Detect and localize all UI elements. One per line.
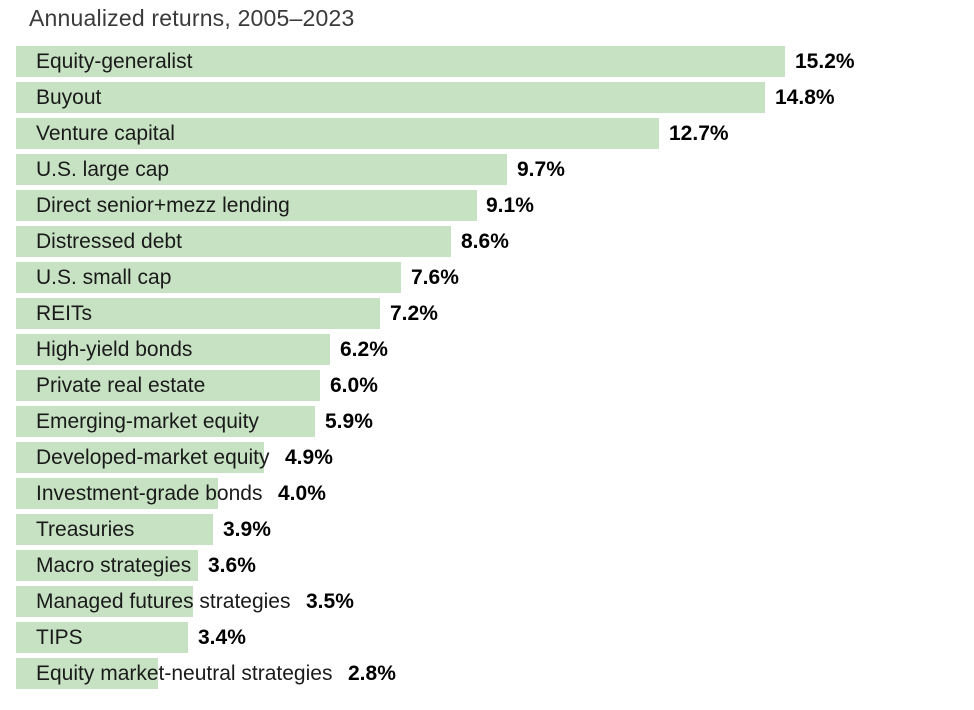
bar-row: TIPS 3.4% xyxy=(16,622,974,653)
bar-label: U.S. large cap xyxy=(36,157,170,181)
bar xyxy=(16,550,199,581)
bar xyxy=(16,622,188,653)
bar-value: 7.6% xyxy=(411,265,459,289)
bar xyxy=(16,370,320,401)
bar-value: 3.6% xyxy=(208,553,256,577)
bar-value: 7.2% xyxy=(390,301,438,325)
bar-chart: Equity-generalist 15.2% Buyout 14.8% Venture… xyxy=(16,46,974,689)
bar-label: Venture capital xyxy=(36,121,175,145)
bar-row: Private real estate 6.0% xyxy=(16,370,974,401)
bar-label: Emerging-market equity xyxy=(36,409,259,433)
bar xyxy=(16,118,659,149)
bar-row: Buyout 14.8% xyxy=(16,82,974,113)
bar-label: Direct senior+mezz lending xyxy=(36,193,290,217)
bar xyxy=(16,226,452,257)
bar-label: Distressed debt xyxy=(36,229,182,253)
bar xyxy=(16,262,401,293)
bar-row: Developed-market equity 4.9% xyxy=(16,442,974,473)
bar-row: Venture capital 12.7% xyxy=(16,118,974,149)
bar-value: 4.0% xyxy=(278,481,326,505)
bar-value: 14.8% xyxy=(775,85,835,109)
bar-row: Treasuries 3.9% xyxy=(16,514,974,545)
bar-row: Direct senior+mezz lending 9.1% xyxy=(16,190,974,221)
bar-value: 4.9% xyxy=(285,445,333,469)
bar-label: Equity-generalist xyxy=(36,49,193,73)
bar xyxy=(16,82,765,113)
bar-value: 6.2% xyxy=(340,337,388,361)
bar xyxy=(16,190,477,221)
chart-title: Annualized returns, 2005–2023 xyxy=(29,5,355,31)
bar-label: TIPS xyxy=(36,625,83,649)
bar-row: Equity market-neutral strategies 2.8% xyxy=(16,658,974,689)
bar-row: U.S. small cap 7.6% xyxy=(16,262,974,293)
bar-value: 15.2% xyxy=(795,49,855,73)
bar-value: 9.1% xyxy=(486,193,534,217)
bar xyxy=(16,442,264,473)
bar-value: 6.0% xyxy=(330,373,378,397)
bar xyxy=(16,514,214,545)
bar-value: 5.9% xyxy=(325,409,373,433)
bar xyxy=(16,46,786,77)
bar-label: High-yield bonds xyxy=(36,337,193,361)
bar-label: Private real estate xyxy=(36,373,206,397)
bar-value: 3.4% xyxy=(198,625,246,649)
bar-row: Emerging-market equity 5.9% xyxy=(16,406,974,437)
bar-label: REITs xyxy=(36,301,93,325)
bar xyxy=(16,658,158,689)
bar-row: Investment-grade bonds 4.0% xyxy=(16,478,974,509)
bar-label: Investment-grade bonds xyxy=(36,481,263,505)
bar-row: Managed futures strategies 3.5% xyxy=(16,586,974,617)
bar xyxy=(16,334,330,365)
bar-value: 9.7% xyxy=(517,157,565,181)
bar-row: Distressed debt 8.6% xyxy=(16,226,974,257)
bar xyxy=(16,478,219,509)
bar-row: Equity-generalist 15.2% xyxy=(16,46,974,77)
bar-value: 3.9% xyxy=(223,517,271,541)
bar-label: U.S. small cap xyxy=(36,265,172,289)
bar-label: Treasuries xyxy=(36,517,135,541)
bar-label: Equity market-neutral strategies xyxy=(36,661,333,685)
bar-row: Macro strategies 3.6% xyxy=(16,550,974,581)
bar-row: High-yield bonds 6.2% xyxy=(16,334,974,365)
bar-value: 8.6% xyxy=(461,229,509,253)
bar-row: REITs 7.2% xyxy=(16,298,974,329)
bar-row: U.S. large cap 9.7% xyxy=(16,154,974,185)
bar xyxy=(16,298,381,329)
bar xyxy=(16,154,507,185)
bar-label: Buyout xyxy=(36,85,102,109)
bar-value: 12.7% xyxy=(669,121,729,145)
bar xyxy=(16,586,194,617)
bar-label: Managed futures strategies xyxy=(36,589,291,613)
bar xyxy=(16,406,315,437)
bar-value: 3.5% xyxy=(306,589,354,613)
bar-value: 2.8% xyxy=(348,661,396,685)
bar-label: Macro strategies xyxy=(36,553,192,577)
bar-label: Developed-market equity xyxy=(36,445,270,469)
